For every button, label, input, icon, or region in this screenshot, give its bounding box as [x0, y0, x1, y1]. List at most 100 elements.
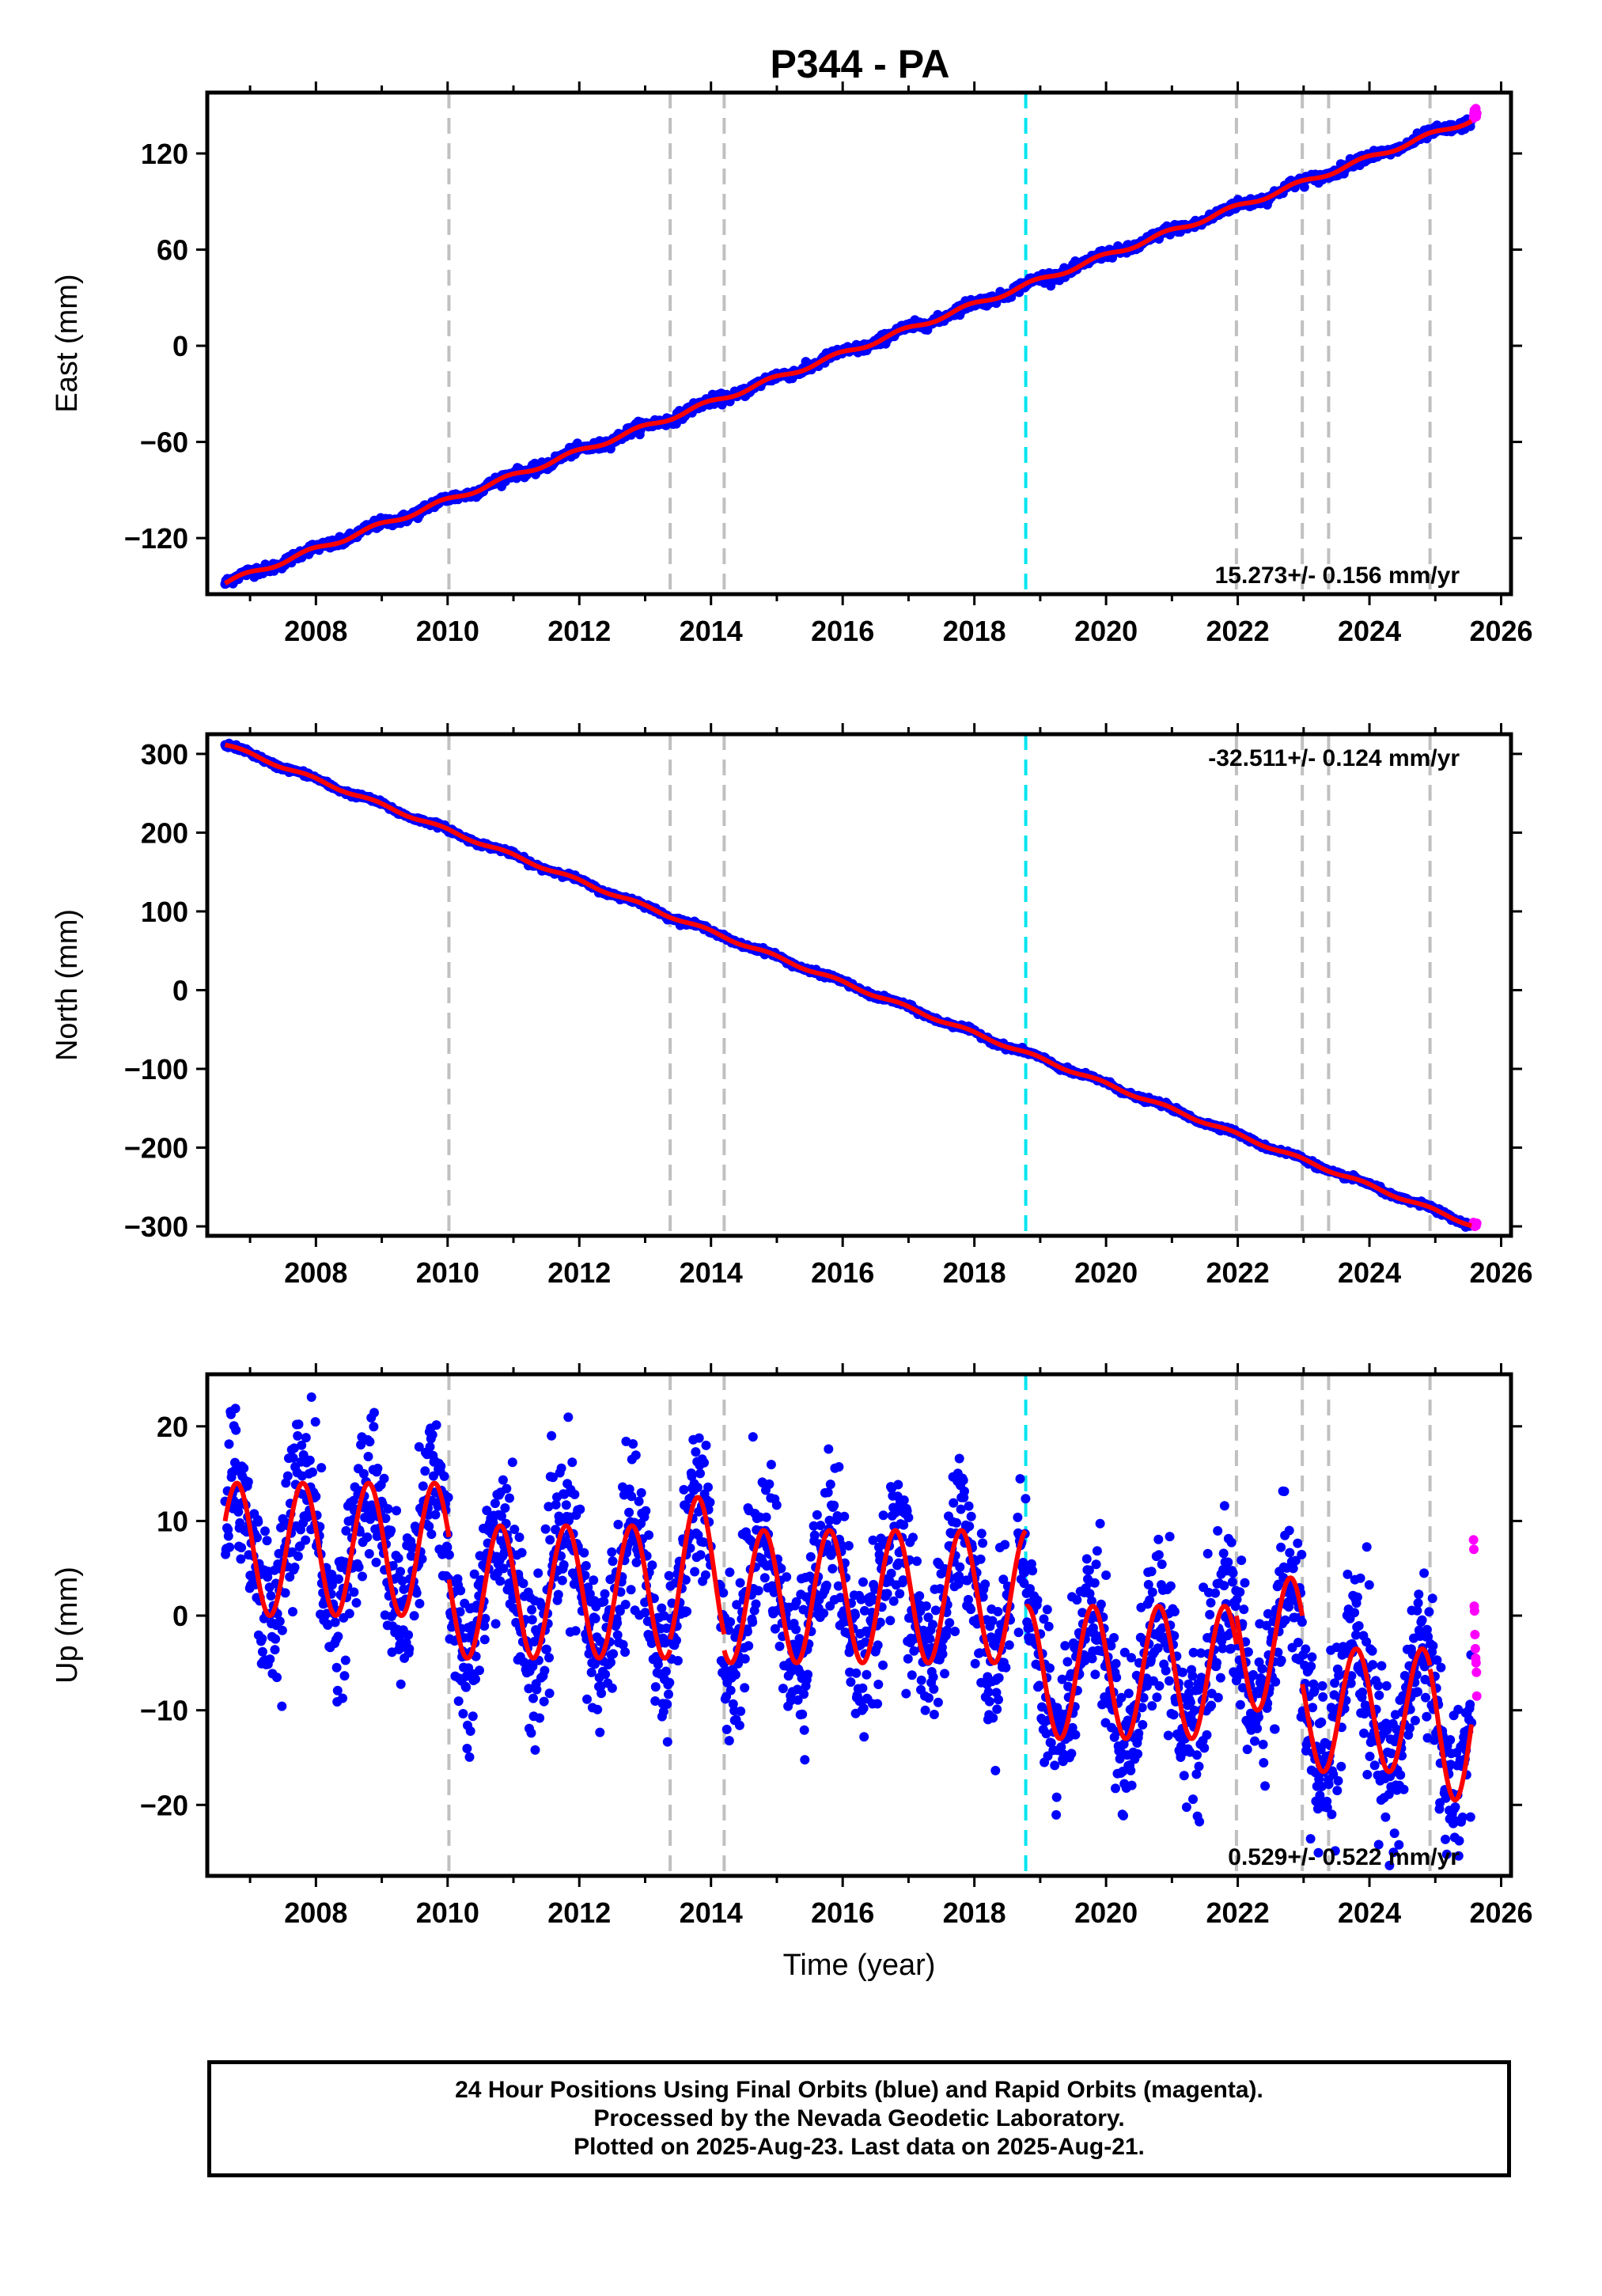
up-data-point	[964, 1521, 975, 1532]
up-data-point	[721, 1724, 732, 1734]
up-data-point	[409, 1611, 419, 1621]
up-data-point	[825, 1480, 835, 1490]
up-data-point	[339, 1671, 350, 1681]
north-x-tick-label: 2022	[1206, 1256, 1270, 1289]
up-data-point	[334, 1574, 343, 1584]
up-data-point	[600, 1669, 611, 1680]
north-y-tick-label: −200	[124, 1132, 188, 1165]
up-data-point	[626, 1585, 636, 1595]
up-data-point	[607, 1683, 617, 1693]
up-data-point	[533, 1568, 543, 1578]
up-data-point	[427, 1430, 437, 1440]
up-data-point	[751, 1599, 761, 1609]
up-data-point	[748, 1617, 758, 1627]
up-data-point	[701, 1440, 711, 1450]
up-data-point	[893, 1480, 903, 1490]
up-data-point	[925, 1634, 935, 1644]
up-data-point	[725, 1567, 735, 1578]
up-data-point	[771, 1500, 782, 1510]
up-data-point	[608, 1649, 619, 1659]
up-data-point	[824, 1444, 834, 1454]
up-data-point	[306, 1392, 316, 1402]
up-data-point	[992, 1704, 1002, 1714]
up-data-point	[500, 1503, 510, 1513]
up-data-point	[1004, 1640, 1014, 1650]
up-data-point	[764, 1479, 774, 1489]
east-plot-area	[220, 93, 1482, 594]
up-data-point	[596, 1688, 607, 1699]
east-x-tick-label: 2012	[547, 615, 611, 647]
up-data-point	[502, 1483, 512, 1494]
up-data-point	[858, 1703, 869, 1714]
up-data-point	[620, 1600, 631, 1609]
up-data-point	[495, 1576, 506, 1586]
up-data-point	[239, 1463, 249, 1473]
up-data-point	[634, 1496, 644, 1506]
up-data-point	[834, 1462, 844, 1472]
east-y-tick-label: −60	[140, 426, 188, 459]
up-data-point	[924, 1693, 934, 1703]
up-data-point	[590, 1613, 600, 1623]
up-data-point	[490, 1619, 501, 1629]
up-data-point	[694, 1433, 704, 1443]
up-data-point	[679, 1484, 689, 1495]
up-data-point	[1013, 1627, 1024, 1638]
up-data-point	[567, 1457, 578, 1468]
up-data-point	[699, 1457, 709, 1468]
up-data-point	[839, 1511, 850, 1521]
up-data-point	[735, 1578, 745, 1588]
up-data-point	[331, 1662, 342, 1673]
up-data-point	[980, 1579, 990, 1589]
up-data-point	[692, 1483, 703, 1492]
up-data-point	[748, 1432, 758, 1442]
up-data-point	[561, 1500, 571, 1510]
up-data-point	[425, 1442, 435, 1452]
up-data-point	[539, 1696, 549, 1707]
up-data-point	[928, 1672, 938, 1682]
east-y-tick-label: 60	[157, 234, 188, 267]
up-data-point	[966, 1605, 976, 1615]
up-data-point	[415, 1598, 425, 1608]
up-data-point	[431, 1420, 441, 1430]
up-data-point	[964, 1594, 973, 1605]
up-data-point	[386, 1525, 396, 1536]
up-data-point	[636, 1487, 646, 1498]
up-data-point	[404, 1644, 415, 1654]
up-data-point	[271, 1634, 281, 1644]
up-data-point	[1021, 1494, 1031, 1504]
up-data-point	[624, 1507, 634, 1517]
up-data-point	[888, 1596, 899, 1606]
up-data-point	[344, 1608, 354, 1619]
up-data-point	[490, 1498, 500, 1509]
up-data-point	[464, 1752, 475, 1762]
up-data-point	[293, 1552, 303, 1561]
up-data-point	[816, 1521, 826, 1531]
up-data-point	[233, 1506, 244, 1517]
up-data-point	[1042, 1605, 1052, 1615]
north-plot-area	[220, 734, 1482, 1236]
up-data-point	[960, 1486, 969, 1496]
up-data-point	[903, 1654, 913, 1664]
up-data-point	[740, 1683, 750, 1693]
up-data-point	[509, 1525, 520, 1534]
up-data-point	[1015, 1474, 1025, 1484]
north-x-tick-label: 2024	[1338, 1256, 1401, 1289]
up-data-point	[631, 1450, 641, 1461]
up-data-point	[901, 1688, 911, 1699]
up-data-point	[620, 1647, 631, 1658]
up-data-point	[439, 1471, 449, 1481]
up-data-point	[1000, 1540, 1010, 1550]
up-data-point	[970, 1658, 980, 1669]
up-data-point	[899, 1495, 909, 1506]
up-data-point	[736, 1706, 746, 1716]
up-data-point	[929, 1684, 939, 1694]
up-data-point	[703, 1482, 713, 1492]
up-data-point	[338, 1693, 347, 1703]
up-data-point	[644, 1530, 654, 1540]
up-data-point	[641, 1506, 651, 1516]
up-data-point	[275, 1616, 285, 1627]
up-data-point	[365, 1437, 375, 1447]
up-data-point	[994, 1695, 1003, 1705]
up-data-point	[978, 1538, 988, 1548]
up-data-point	[371, 1557, 381, 1567]
